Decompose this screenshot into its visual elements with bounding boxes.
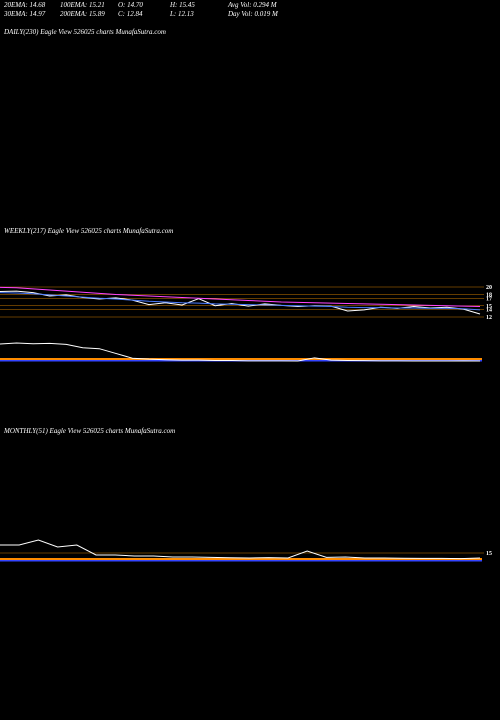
level-label: 14	[486, 308, 492, 314]
header-stat: O: 14.70	[118, 1, 143, 9]
header-stat: 200EMA: 15.89	[60, 10, 105, 18]
header-stat: 100EMA: 15.21	[60, 1, 105, 9]
weekly-label: WEEKLY(217) Eagle View 526025 charts Mun…	[4, 227, 173, 235]
level-label: 15	[486, 551, 492, 557]
level-label: 18	[486, 293, 492, 299]
price-line	[0, 539, 481, 560]
monthly-label: MONTHLY(51) Eagle View 526025 charts Mun…	[3, 427, 175, 435]
price-line	[0, 286, 481, 307]
header-stat: H: 15.45	[169, 1, 195, 9]
level-label: 12	[486, 315, 492, 321]
header-stat: 30EMA: 14.97	[3, 10, 46, 18]
weekly-band	[0, 358, 482, 360]
header-stat: Avg Vol: 0.294 M	[227, 1, 278, 9]
price-line	[0, 342, 481, 362]
daily-label: DAILY(230) Eagle View 526025 charts Muna…	[3, 28, 166, 36]
header-stat: C: 12.84	[118, 10, 143, 18]
header: 20EMA: 14.68 100EMA: 15.21 O: 14.70 H: 15.4…	[3, 1, 279, 18]
level-label: 20	[486, 285, 492, 291]
level-label: 17	[486, 296, 492, 302]
monthly-band	[0, 560, 482, 562]
header-stat: Day Vol: 0.019 M	[227, 10, 279, 18]
level-label: 15	[486, 304, 492, 310]
header-stat: 20EMA: 14.68	[4, 1, 46, 9]
monthly-band	[0, 558, 482, 560]
header-stat: L: 12.13	[169, 10, 194, 18]
price-line	[0, 292, 481, 311]
